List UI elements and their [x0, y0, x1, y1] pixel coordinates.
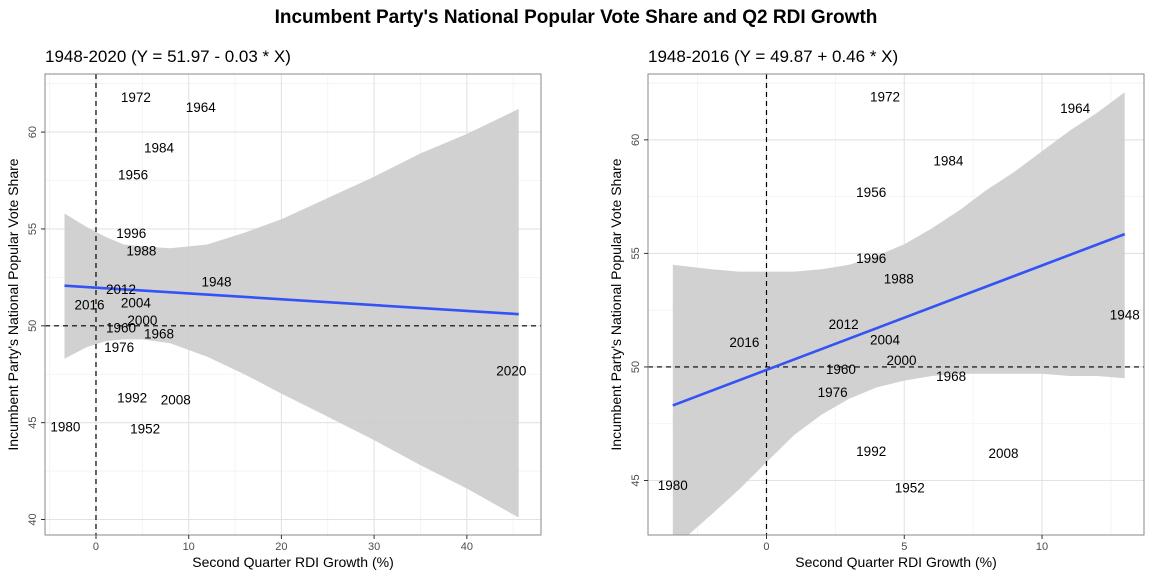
x-axis-title: Second Quarter RDI Growth (%) [795, 554, 997, 570]
figure-title: Incumbent Party's National Popular Vote … [275, 7, 878, 28]
x-tick-label: 30 [368, 541, 380, 553]
point-label-2008: 2008 [988, 446, 1018, 461]
point-label-2000: 2000 [886, 353, 916, 368]
regression-line [672, 232, 1126, 407]
y-tick-label: 50 [630, 361, 642, 373]
panel-title: 1948-2020 (Y = 51.97 - 0.03 * X) [45, 47, 291, 66]
point-label-1988: 1988 [126, 243, 156, 258]
point-label-1976: 1976 [818, 385, 848, 400]
point-label-1992: 1992 [856, 444, 886, 459]
point-label-2008: 2008 [161, 392, 191, 407]
x-tick-label: 10 [183, 541, 195, 553]
point-label-1956: 1956 [856, 185, 886, 200]
y-tick-label: 60 [630, 134, 642, 146]
x-tick-label: 0 [93, 541, 99, 553]
point-label-1976: 1976 [104, 340, 134, 355]
point-label-1996: 1996 [856, 251, 886, 266]
x-tick-label: 0 [763, 541, 769, 553]
point-label-1972: 1972 [870, 90, 900, 105]
point-label-2020: 2020 [496, 363, 526, 378]
point-label-1972: 1972 [121, 90, 151, 105]
x-tick-label: 40 [461, 541, 473, 553]
right-panel: 1972 1964 1984 1956 1996 1988 1948 2012 2004 2016… [608, 47, 1145, 570]
x-axis-title: Second Quarter RDI Growth (%) [192, 554, 394, 570]
y-tick-label: 55 [630, 247, 642, 259]
y-tick-label: 50 [27, 320, 39, 332]
point-label-1984: 1984 [144, 141, 175, 156]
point-label-2004: 2004 [870, 333, 901, 348]
point-label-1956: 1956 [118, 168, 148, 183]
point-label-1980: 1980 [50, 420, 80, 435]
point-label-1948: 1948 [201, 274, 231, 289]
y-tick-label: 55 [27, 223, 39, 235]
point-label-2012: 2012 [106, 282, 136, 297]
y-tick-label: 45 [27, 417, 39, 429]
confidence-ribbon [672, 92, 1125, 535]
plot-area: 1972 1964 1984 1956 1996 1988 1948 2012 2004 2016… [648, 74, 1144, 535]
point-label-1948: 1948 [1110, 308, 1140, 323]
point-label-1968: 1968 [144, 327, 174, 342]
point-label-1996: 1996 [116, 226, 146, 241]
point-label-2016: 2016 [74, 298, 104, 313]
y-tick-label: 40 [27, 513, 39, 525]
point-label-1980: 1980 [658, 478, 688, 493]
point-label-1964: 1964 [186, 100, 217, 115]
point-label-1992: 1992 [117, 390, 147, 405]
point-label-2004: 2004 [121, 296, 152, 311]
point-label-1952: 1952 [895, 480, 925, 495]
point-label-1960: 1960 [826, 362, 856, 377]
regression-line [64, 284, 519, 316]
y-axis-title: Incumbent Party's National Popular Vote … [608, 158, 624, 450]
x-tick-label: 5 [901, 541, 907, 553]
y-tick-label: 60 [27, 126, 39, 138]
point-label-2016: 2016 [729, 335, 759, 350]
point-label-1984: 1984 [933, 153, 964, 168]
x-tick-label: 10 [1036, 541, 1048, 553]
x-tick-label: 20 [275, 541, 287, 553]
y-tick-label: 45 [630, 474, 642, 486]
point-label-2012: 2012 [829, 317, 859, 332]
panel-border [44, 73, 542, 536]
y-axis-title: Incumbent Party's National Popular Vote … [5, 158, 21, 450]
confidence-ribbon [64, 108, 519, 518]
point-label-1968: 1968 [936, 369, 966, 384]
panel-title: 1948-2016 (Y = 49.87 + 0.46 * X) [648, 47, 898, 66]
point-label-2000: 2000 [127, 313, 157, 328]
panel-border [647, 73, 1145, 536]
point-label-1952: 1952 [130, 421, 160, 436]
point-label-1988: 1988 [884, 271, 914, 286]
point-label-1964: 1964 [1060, 101, 1091, 116]
point-label-1960: 1960 [106, 321, 136, 336]
